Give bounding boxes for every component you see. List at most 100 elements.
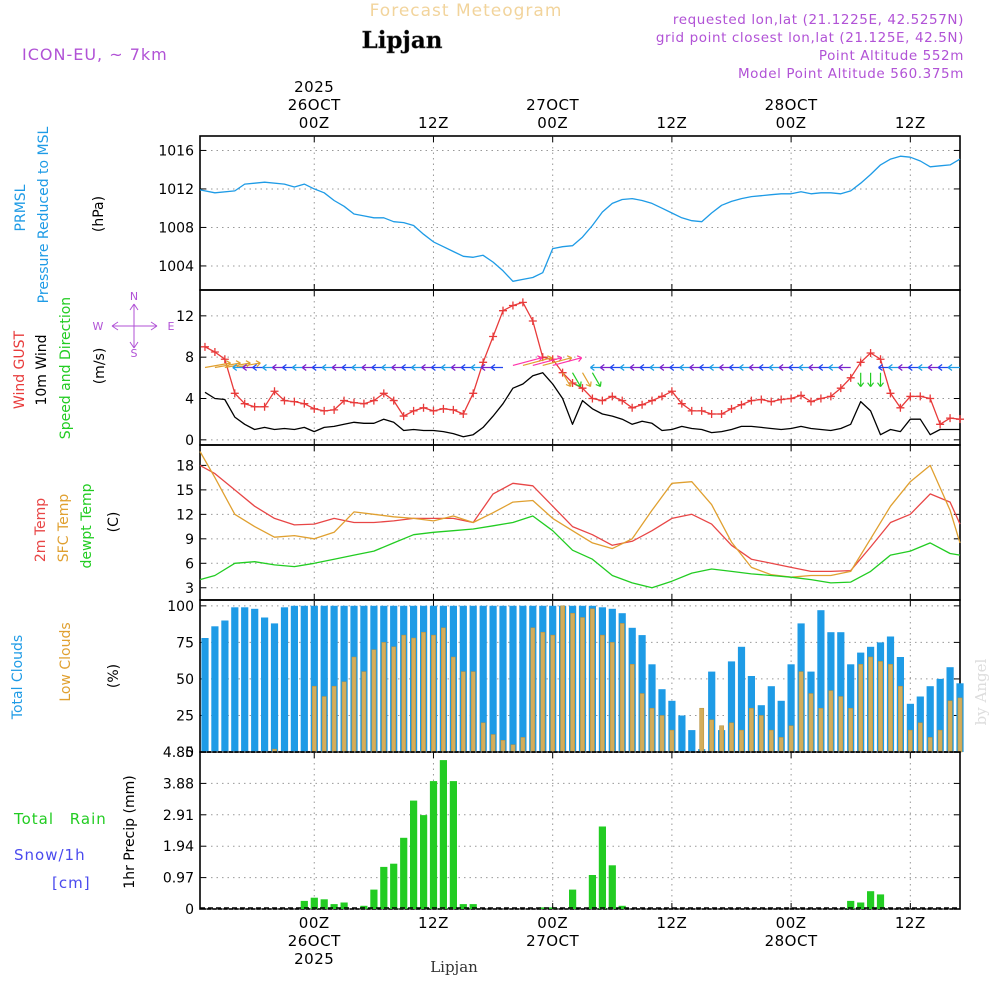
low-clouds-bar bbox=[818, 707, 824, 753]
total-rain-bar bbox=[449, 781, 457, 909]
low-clouds-bar bbox=[560, 605, 565, 753]
y-tick-label: 1016 bbox=[158, 143, 194, 159]
snow-unit-label: [cm] bbox=[52, 874, 91, 892]
y-tick-label: 25 bbox=[176, 708, 194, 724]
low-clouds-bar bbox=[848, 707, 854, 753]
low-clouds-bar bbox=[381, 642, 387, 753]
total-clouds-bar bbox=[777, 700, 785, 752]
point-altitude: Point Altitude 552m bbox=[819, 48, 964, 64]
pressure-labels: PRMSL Pressure Reduced to MSL (hPa) bbox=[13, 126, 107, 303]
low-clouds-bar bbox=[828, 690, 834, 753]
gust-marker bbox=[469, 389, 478, 398]
total-clouds-label: Total Clouds bbox=[10, 635, 26, 720]
bottom-time-label: 2025 bbox=[294, 950, 334, 968]
gust-marker bbox=[906, 392, 915, 401]
total-rain-bar bbox=[410, 800, 418, 909]
total-rain-bar bbox=[300, 900, 308, 909]
gust-marker bbox=[916, 392, 925, 401]
gust-marker bbox=[747, 396, 756, 405]
top-time-label: 00Z bbox=[776, 114, 807, 132]
pressure-reduced-to-msl-line bbox=[199, 155, 961, 282]
wind-direction-arrow-icon bbox=[947, 364, 960, 371]
total-clouds-bar bbox=[926, 686, 934, 752]
low-clouds-bar bbox=[758, 715, 764, 753]
low-clouds-bar bbox=[917, 722, 923, 753]
y-tick-label: 1.94 bbox=[163, 839, 194, 855]
gust-marker bbox=[409, 406, 418, 415]
total-clouds-bar bbox=[708, 671, 716, 752]
total-clouds-bar bbox=[340, 605, 348, 752]
credit-label: by Angel bbox=[972, 658, 990, 725]
gust-marker bbox=[757, 395, 766, 404]
low-clouds-bar bbox=[838, 696, 844, 753]
total-rain-bar bbox=[598, 826, 606, 909]
low-clouds-bar bbox=[619, 623, 625, 753]
requested-point: requested lon,lat (21.1225E, 42.5257N) bbox=[673, 12, 964, 28]
gust-marker bbox=[449, 405, 458, 414]
low-clouds-bar bbox=[898, 685, 903, 753]
gust-marker bbox=[419, 403, 428, 412]
gust-marker bbox=[528, 317, 537, 325]
total-clouds-bar bbox=[320, 605, 328, 752]
gust-marker bbox=[220, 355, 229, 364]
low-clouds-bar bbox=[540, 631, 546, 753]
gust-marker bbox=[210, 348, 219, 356]
gust-marker bbox=[270, 387, 279, 396]
y-tick-label: 3 bbox=[185, 581, 194, 597]
top-time-label: 12Z bbox=[895, 114, 926, 132]
low-clouds-bar bbox=[600, 634, 605, 753]
model-label: ICON-EU, ~ 7km bbox=[22, 45, 168, 64]
total-clouds-bar bbox=[310, 605, 318, 752]
gust-marker bbox=[389, 396, 398, 405]
wind-direction-arrow-icon bbox=[234, 360, 261, 369]
wind-direction-arrow-icon bbox=[571, 372, 582, 388]
total-clouds-bar bbox=[817, 610, 825, 752]
compass-arrows-icon bbox=[111, 303, 158, 349]
total-rain-bar bbox=[569, 889, 577, 909]
y-tick-label: 0 bbox=[185, 433, 194, 449]
gust-marker bbox=[806, 397, 815, 406]
sfc-temp-line bbox=[199, 451, 961, 578]
low-clouds-bar bbox=[957, 697, 963, 753]
y-tick-label: 12 bbox=[176, 309, 194, 325]
gust-marker bbox=[568, 379, 577, 387]
model-altitude: Model Point Altitude 560.375m bbox=[738, 66, 964, 82]
gust-marker bbox=[300, 399, 309, 408]
gust-marker bbox=[200, 342, 209, 351]
gust-marker bbox=[608, 392, 617, 401]
wind-direction-arrow-icon bbox=[581, 372, 592, 388]
gust-marker bbox=[588, 394, 597, 403]
low-clouds-bar bbox=[907, 729, 913, 753]
gust-marker bbox=[379, 389, 388, 398]
gust-marker bbox=[349, 398, 358, 407]
grid-point: grid point closest lon,lat (21.125E, 42.… bbox=[656, 30, 964, 46]
wind-direction-arrow-icon bbox=[490, 364, 503, 371]
wind-panel: 0 4 8 12 bbox=[176, 289, 964, 449]
total-clouds-bar bbox=[290, 605, 298, 752]
total-rain-bar bbox=[608, 865, 616, 909]
total-clouds-bar bbox=[280, 607, 289, 752]
total-rain-bar bbox=[439, 760, 447, 909]
gust-marker bbox=[290, 397, 299, 406]
gust-marker bbox=[667, 387, 676, 396]
gust-marker bbox=[250, 402, 259, 411]
low-clouds-bar bbox=[729, 722, 734, 753]
total-rain-bar bbox=[390, 863, 398, 909]
y-tick-label: 1004 bbox=[158, 259, 194, 275]
total-clouds-bar bbox=[270, 623, 279, 752]
gust-marker bbox=[330, 405, 339, 414]
temp-sfc-label: SFC Temp bbox=[56, 494, 72, 563]
total-clouds-bar bbox=[936, 678, 944, 752]
wind-direction-arrow-icon bbox=[552, 355, 583, 366]
low-clouds-bar bbox=[460, 671, 466, 753]
low-clouds-bar bbox=[391, 646, 397, 753]
temperature-panel: 3 6 9 12 15 18 bbox=[176, 444, 961, 601]
total-rain-bar bbox=[459, 904, 467, 909]
bottom-time-label: 27OCT bbox=[526, 932, 579, 950]
gust-marker bbox=[439, 404, 448, 413]
location-name: Lipjan bbox=[362, 27, 443, 54]
total-rain-bar bbox=[330, 904, 338, 909]
total-clouds-bar bbox=[837, 632, 845, 752]
bottom-time-label: 00Z bbox=[299, 914, 330, 932]
